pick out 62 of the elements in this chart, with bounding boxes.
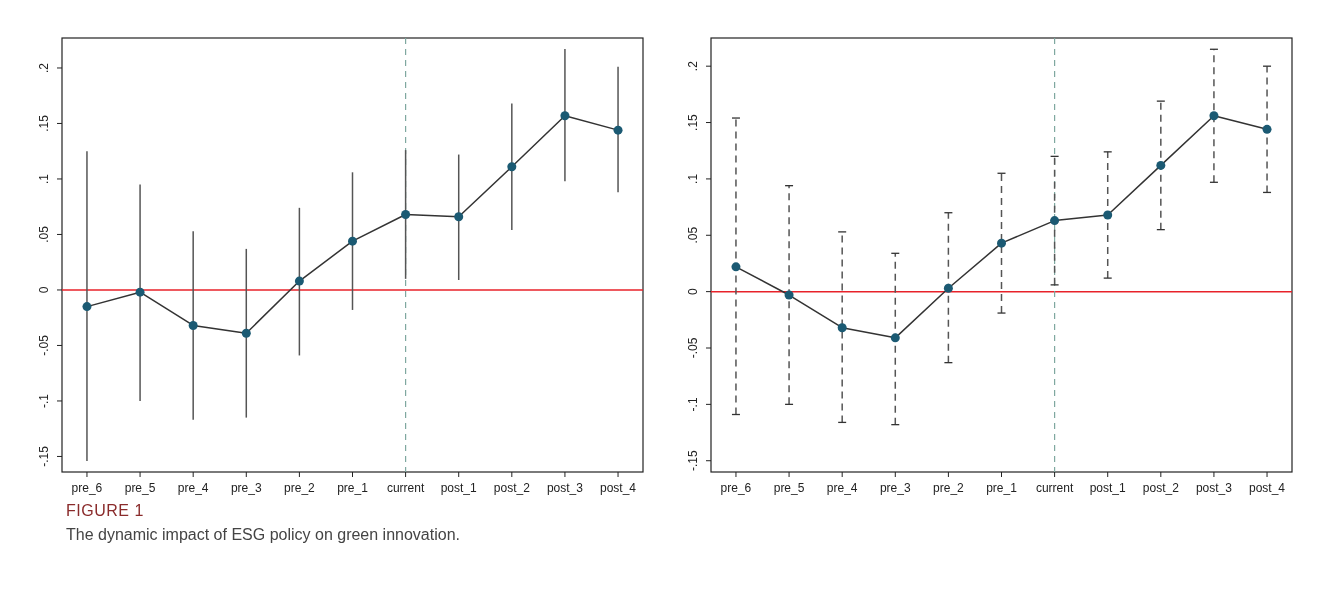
point [348, 236, 357, 246]
x-tick-label: post_3 [1195, 481, 1233, 495]
x-tick-label: post_2 [493, 481, 531, 495]
x-tick-label: pre_6 [71, 481, 103, 495]
point [1050, 216, 1060, 226]
x-tick-label: pre_4 [177, 481, 209, 495]
point [837, 323, 847, 333]
x-tick-label: post_4 [600, 481, 637, 495]
y-tick-label: 0 [37, 286, 51, 294]
x-tick-label: pre_4 [826, 481, 858, 495]
point [507, 162, 517, 172]
x-tick-label: post_2 [1142, 481, 1180, 495]
x-tick-label: pre_3 [230, 481, 262, 495]
x-tick-label: pre_1 [337, 481, 369, 495]
point [997, 238, 1006, 248]
point [943, 283, 953, 293]
point [401, 209, 411, 219]
y-tick-label: .2 [686, 60, 700, 72]
y-tick-label: -.05 [686, 337, 700, 359]
y-tick-label: -.1 [686, 397, 700, 412]
y-tick-label: -.05 [37, 334, 51, 356]
point [613, 125, 623, 135]
x-tick-label: current [386, 481, 425, 495]
point [1103, 210, 1113, 220]
point [1209, 111, 1219, 121]
y-tick-label: .05 [37, 225, 51, 243]
text: FIGURE 1 [66, 502, 144, 519]
y-tick-label: 0 [686, 287, 700, 295]
point [188, 320, 198, 330]
x-tick-label: pre_3 [879, 481, 911, 495]
y-tick-label: .1 [37, 173, 51, 184]
y-tick-label: .15 [37, 114, 51, 132]
y-tick-label: .2 [37, 62, 51, 73]
x-tick-label: post_4 [1249, 481, 1286, 495]
x-tick-label: pre_2 [933, 481, 965, 495]
point [1262, 124, 1272, 134]
x-tick-label: pre_2 [284, 481, 316, 495]
x-tick-label: pre_5 [124, 481, 156, 495]
point [560, 111, 570, 121]
x-tick-label: pre_5 [773, 481, 805, 495]
y-tick-label: .15 [686, 113, 700, 131]
y-tick-label: -.15 [686, 450, 700, 472]
x-tick-label: post_1 [1089, 481, 1127, 495]
x-tick-label: post_1 [440, 481, 478, 495]
y-tick-label: -.1 [37, 393, 51, 408]
y-tick-label: .05 [686, 226, 700, 244]
point [890, 333, 900, 343]
point [241, 328, 251, 338]
y-tick-label: -.15 [37, 445, 51, 467]
x-tick-label: current [1035, 481, 1074, 495]
point [135, 287, 145, 297]
text: The dynamic impact of ESG policy on green innovation. [66, 526, 460, 543]
point [1156, 160, 1166, 170]
point [731, 262, 741, 272]
point [784, 290, 794, 300]
x-tick-label: pre_6 [720, 481, 752, 495]
y-tick-label: .1 [686, 173, 700, 184]
x-tick-label: pre_1 [986, 481, 1018, 495]
point [82, 302, 92, 312]
point [454, 212, 464, 222]
x-tick-label: post_3 [546, 481, 584, 495]
point [294, 276, 304, 286]
